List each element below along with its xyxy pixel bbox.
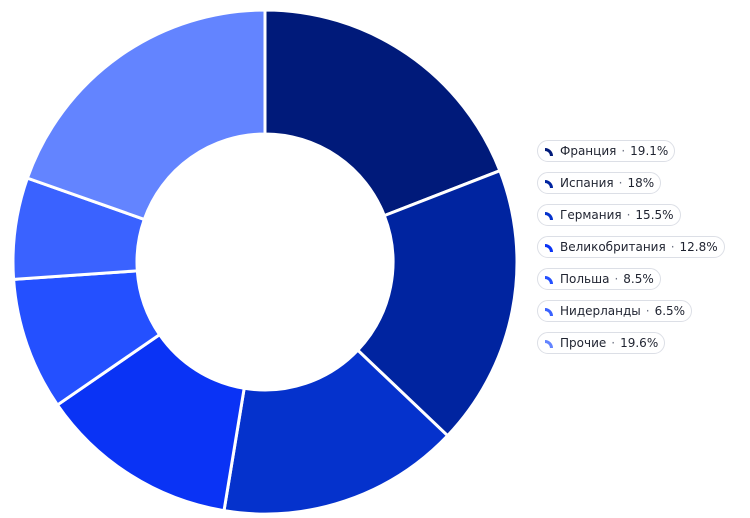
legend-item-7[interactable]: Прочие · 19.6%	[537, 332, 666, 354]
donut-slice-2[interactable]	[356, 169, 519, 438]
donut-chart-svg	[11, 8, 519, 516]
chart-legend: Франция · 19.1% Испания · 18% Германия · 15.5% Ве…	[537, 140, 725, 354]
donut-slice-7[interactable]	[25, 8, 267, 221]
legend-swatch-icon	[545, 148, 553, 156]
legend-label: Польша	[560, 272, 610, 286]
legend-separator: ·	[618, 176, 623, 190]
donut-chart	[11, 8, 519, 516]
legend-item-6[interactable]: Нидерланды · 6.5%	[537, 300, 693, 322]
legend-separator: ·	[645, 304, 650, 318]
legend-swatch-icon	[545, 340, 553, 348]
legend-separator: ·	[621, 144, 626, 158]
legend-value: 6.5%	[654, 304, 686, 318]
legend-swatch-icon	[545, 276, 553, 284]
legend-separator: ·	[614, 272, 619, 286]
legend-item-3[interactable]: Германия · 15.5%	[537, 204, 681, 226]
legend-label: Нидерланды	[560, 304, 641, 318]
legend-value: 19.6%	[620, 336, 659, 350]
legend-value: 18%	[627, 176, 655, 190]
legend-swatch-icon	[545, 180, 553, 188]
legend-separator: ·	[670, 240, 675, 254]
legend-label: Германия	[560, 208, 622, 222]
legend-swatch-icon	[545, 308, 553, 316]
donut-slice-4[interactable]	[55, 333, 246, 513]
legend-label: Франция	[560, 144, 617, 158]
legend-label: Прочие	[560, 336, 607, 350]
legend-swatch-icon	[545, 212, 553, 220]
legend-item-1[interactable]: Франция · 19.1%	[537, 140, 676, 162]
legend-separator: ·	[611, 336, 616, 350]
legend-value: 12.8%	[679, 240, 718, 254]
donut-slice-3[interactable]	[222, 348, 450, 516]
legend-label: Испания	[560, 176, 614, 190]
legend-value: 8.5%	[623, 272, 654, 286]
legend-item-5[interactable]: Польша · 8.5%	[537, 268, 661, 290]
legend-item-4[interactable]: Великобритания · 12.8%	[537, 236, 725, 258]
donut-slice-1[interactable]	[263, 8, 502, 218]
legend-separator: ·	[626, 208, 631, 222]
legend-swatch-icon	[545, 244, 553, 252]
legend-value: 15.5%	[635, 208, 674, 222]
legend-label: Великобритания	[560, 240, 666, 254]
legend-item-2[interactable]: Испания · 18%	[537, 172, 662, 194]
legend-value: 19.1%	[630, 144, 669, 158]
